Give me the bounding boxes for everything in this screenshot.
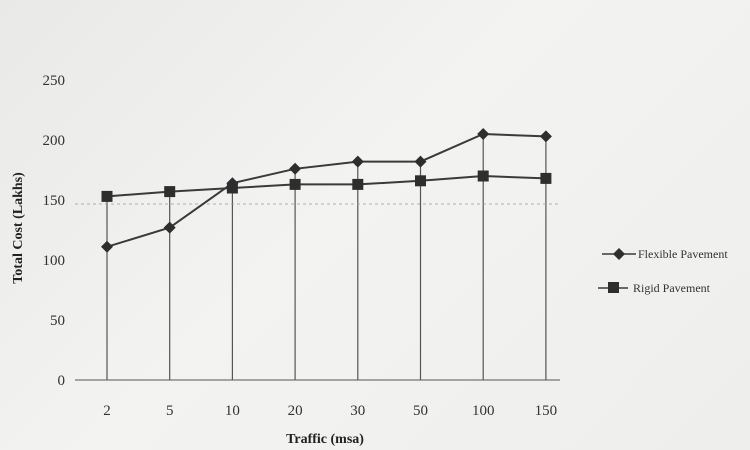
series-line-flexible: [106, 132, 546, 248]
data-point-flexible: [477, 128, 490, 140]
data-point-rigid: [226, 182, 238, 194]
y-tick-label: 150: [43, 193, 66, 209]
x-tick-label: 150: [535, 403, 558, 419]
x-axis: 2 5 10 20 30 50 100 150: [75, 379, 560, 419]
x-axis-title: Traffic (msa): [286, 432, 364, 447]
legend-label-rigid: Rigid Pavement: [633, 281, 711, 295]
x-tick-label: 2: [103, 403, 111, 419]
y-axis: 0 50 100 150 200 250: [43, 73, 66, 389]
series-markers: [101, 128, 552, 253]
legend-label-flexible: Flexible Pavement: [638, 247, 728, 261]
data-point-rigid: [352, 178, 364, 190]
data-point-rigid: [164, 186, 176, 198]
data-point-rigid: [477, 170, 489, 182]
x-tick-label: 20: [288, 403, 303, 419]
y-tick-label: 250: [43, 73, 66, 89]
data-point-rigid: [289, 178, 301, 190]
data-point-flexible: [101, 240, 113, 253]
data-point-flexible: [539, 130, 552, 143]
x-tick-label: 100: [472, 403, 495, 419]
data-point-rigid: [415, 175, 426, 187]
legend: Flexible Pavement Rigid Pavement: [598, 247, 728, 295]
data-point-flexible: [289, 162, 302, 175]
data-point-rigid: [101, 190, 113, 202]
grid-lines: [75, 134, 560, 380]
data-point-flexible: [351, 155, 364, 168]
legend-marker-diamond: [613, 248, 625, 260]
y-tick-label: 200: [43, 133, 66, 149]
x-tick-label: 10: [225, 403, 240, 419]
series-lines: [106, 132, 546, 248]
x-tick-label: 5: [166, 403, 174, 419]
x-tick-label: 30: [350, 403, 365, 419]
x-tick-label: 50: [413, 403, 428, 419]
y-tick-label: 0: [58, 373, 66, 389]
y-axis-title: Total Cost (Lakhs): [11, 172, 26, 284]
legend-item-rigid: Rigid Pavement: [598, 281, 711, 295]
y-tick-label: 100: [43, 253, 66, 269]
data-point-rigid: [540, 172, 552, 184]
data-point-flexible: [163, 221, 176, 234]
legend-marker-square: [608, 282, 619, 293]
y-tick-label: 50: [50, 313, 65, 329]
series-line-rigid: [106, 174, 546, 198]
data-point-flexible: [414, 155, 427, 168]
legend-item-flexible: Flexible Pavement: [602, 247, 728, 261]
